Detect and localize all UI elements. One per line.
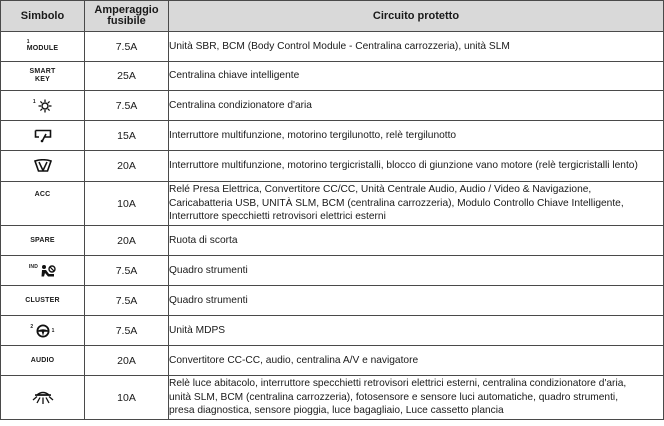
table-row: 10A Relè luce abitacolo, interruttore sp… (0, 375, 664, 420)
symbol-cell: 1 MODULE (0, 31, 85, 62)
table-row: 15A Interruttore multifunzione, motorino… (0, 120, 664, 151)
circuit-cell: Quadro strumenti (168, 255, 664, 286)
amperage-cell: 7.5A (84, 31, 169, 62)
symbol-subscript: 1 (51, 327, 55, 334)
circuit-line: unità SLM, BCM (centralina carrozzeria),… (169, 391, 619, 403)
symbol-cell: SPARE (0, 225, 85, 256)
amperage-cell: 10A (84, 181, 169, 226)
table-row: AUDIO 20A Convertitore CC-CC, audio, cen… (0, 345, 664, 376)
symbol-column-header: Simbolo (0, 0, 85, 32)
symbol-cell (0, 150, 85, 182)
amperage-cell: 15A (84, 120, 169, 151)
amperage-cell: 20A (84, 150, 169, 182)
symbol-superscript: IND (28, 263, 39, 270)
steering-wheel-icon (36, 324, 50, 338)
table-row: 20A Interruttore multifunzione, motorino… (0, 150, 664, 182)
symbol-cell: ACC (0, 181, 85, 226)
symbol-text-line1: SMART (29, 68, 56, 75)
table-row: 2 1 7.5A Unità MDPS (0, 315, 664, 346)
circuit-column-header: Circuito protetto (168, 0, 664, 32)
amperage-cell: 7.5A (84, 285, 169, 316)
table-row: 1 7.5A Centralina condiz (0, 90, 664, 121)
rear-wiper-icon (34, 129, 52, 143)
circuit-line: presa diagnostica, sensore pioggia, luce… (169, 405, 504, 417)
ac-heater-icon (38, 99, 52, 113)
symbol-cell: CLUSTER (0, 285, 85, 316)
table-row: ACC 10A Relé Presa Elettrica, Convertito… (0, 181, 664, 226)
circuit-cell: Ruota di scorta (168, 225, 664, 256)
table-row: IND 7.5A Quadro strumenti (0, 255, 664, 286)
amperage-cell: 7.5A (84, 315, 169, 346)
table-row: 1 MODULE 7.5A Unità SBR, BCM (Body Contr… (0, 31, 664, 62)
symbol-cell: 2 1 (0, 315, 85, 346)
symbol-cell: 1 (0, 90, 85, 121)
amperage-cell: 7.5A (84, 90, 169, 121)
circuit-cell: Unità SBR, BCM (Body Control Module - Ce… (168, 31, 664, 62)
symbol-superscript: 1 (26, 39, 30, 45)
circuit-cell: Interruttore multifunzione, motorino ter… (168, 150, 664, 182)
amperage-cell: 20A (84, 345, 169, 376)
amperage-header-line2: fusibile (107, 15, 146, 27)
amperage-cell: 25A (84, 61, 169, 91)
circuit-line: Relè luce abitacolo, interruttore specch… (169, 378, 627, 390)
symbol-cell: AUDIO (0, 345, 85, 376)
symbol-text-line2: KEY (34, 76, 50, 83)
symbol-cell (0, 120, 85, 151)
smart-key-symbol: SMART KEY (30, 68, 56, 84)
table-header-row: Simbolo Amperaggio fusibile Circuito pro… (0, 0, 664, 32)
circuit-line: Relé Presa Elettrica, Convertitore CC/CC… (169, 184, 592, 196)
symbol-cell: IND (0, 255, 85, 286)
circuit-cell: Unità MDPS (168, 315, 664, 346)
symbol-superscript: 2 (30, 323, 34, 330)
interior-lamp-icon (32, 391, 54, 405)
circuit-line: Interruttore specchietti retrovisori ele… (169, 211, 386, 223)
symbol-cell (0, 375, 85, 420)
circuit-cell: Quadro strumenti (168, 285, 664, 316)
amperage-cell: 10A (84, 375, 169, 420)
front-wiper-icon (33, 159, 52, 173)
table-row: SMART KEY 25A Centralina chiave intellig… (0, 61, 664, 91)
circuit-cell: Convertitore CC-CC, audio, centralina A/… (168, 345, 664, 376)
circuit-cell: Centralina condizionatore d'aria (168, 90, 664, 121)
circuit-cell: Relè luce abitacolo, interruttore specch… (168, 375, 664, 420)
circuit-cell: Relé Presa Elettrica, Convertitore CC/CC… (168, 181, 664, 226)
amperage-cell: 20A (84, 225, 169, 256)
amperage-cell: 7.5A (84, 255, 169, 286)
symbol-text: MODULE (26, 45, 59, 52)
amperage-header-line1: Amperaggio (94, 4, 159, 16)
symbol-cell: SMART KEY (0, 61, 85, 91)
module-symbol: 1 MODULE (27, 40, 59, 53)
circuit-cell: Interruttore multifunzione, motorino ter… (168, 120, 664, 151)
amperage-column-header: Amperaggio fusibile (84, 0, 169, 32)
table-row: SPARE 20A Ruota di scorta (0, 225, 664, 256)
circuit-cell: Centralina chiave intelligente (168, 61, 664, 91)
symbol-superscript: 1 (32, 98, 36, 105)
circuit-line: Caricabatteria USB, UNITÀ SLM, BCM (cent… (169, 197, 624, 209)
airbag-indicator-icon (40, 264, 56, 278)
table-row: CLUSTER 7.5A Quadro strumenti (0, 285, 664, 316)
